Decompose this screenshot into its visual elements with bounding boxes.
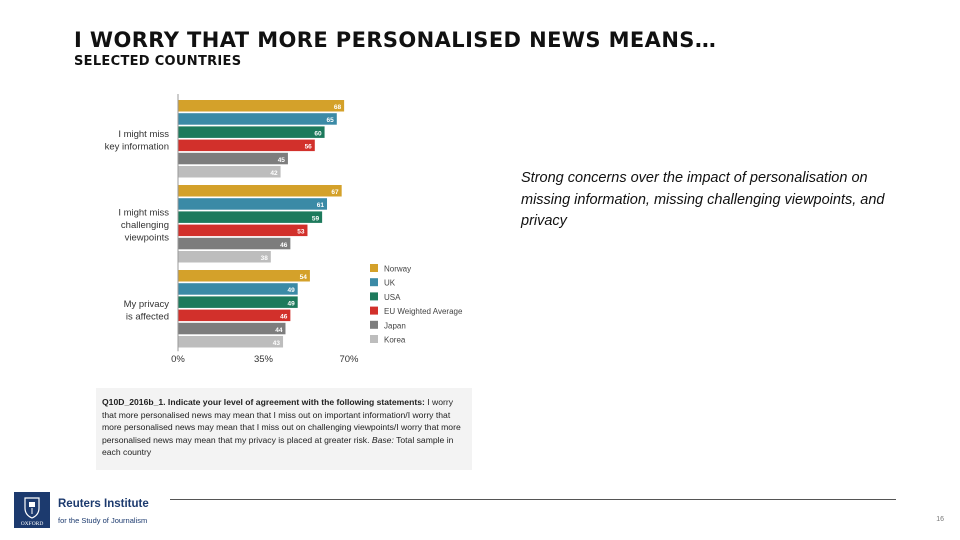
question-base-text: Total sample in each country (102, 434, 454, 458)
survey-question-box: Q10D_2016b_1. Indicate your level of agr… (96, 388, 472, 470)
legend-label: EU Weighted Average (384, 307, 463, 316)
data-label: 54 (300, 274, 308, 281)
x-tick-label: 35% (254, 354, 274, 365)
data-label: 53 (297, 229, 305, 236)
data-label: 45 (278, 157, 286, 164)
legend-swatch (370, 306, 378, 315)
bar-japan (178, 152, 288, 165)
bar-uk (178, 283, 298, 295)
oxford-crest-icon: OXFORD (14, 492, 50, 528)
data-label: 44 (275, 327, 283, 334)
bar-korea (178, 336, 284, 348)
reuters-institute-logo: OXFORD Reuters Institute for the Study o… (14, 492, 174, 530)
bar-eu-weighted-average (178, 139, 315, 152)
question-code: Q10D_2016b_1. Indicate your level of agr… (102, 397, 425, 407)
slide-title: I WORRY THAT MORE PERSONALISED NEWS MEAN… (74, 28, 717, 52)
legend-swatch (370, 320, 378, 329)
page-number: 16 (936, 516, 944, 523)
bar-japan (178, 322, 286, 335)
category-label: I might miss (118, 208, 169, 219)
bar-japan (178, 237, 291, 250)
data-label: 49 (287, 300, 295, 307)
bar-norway (178, 100, 345, 112)
bar-uk (178, 198, 328, 210)
legend-swatch (370, 278, 378, 287)
category-label: challenging (121, 220, 169, 231)
category-label: key information (105, 141, 169, 152)
bar-korea (178, 251, 271, 263)
category-label: I might miss (118, 129, 169, 140)
data-label: 56 (305, 144, 313, 151)
data-label: 46 (280, 314, 288, 321)
legend-label: Norway (384, 265, 411, 274)
footer-divider (170, 499, 896, 500)
crest-label: OXFORD (21, 521, 44, 527)
x-tick-label: 0% (171, 354, 185, 365)
category-label: is affected (126, 311, 169, 322)
data-label: 61 (317, 202, 325, 209)
question-base-label: Base: (371, 434, 394, 445)
bar-norway (178, 270, 310, 282)
data-label: 38 (261, 255, 269, 262)
data-label: 42 (270, 170, 278, 177)
legend-label: USA (384, 293, 401, 302)
x-tick-label: 70% (339, 354, 359, 365)
bar-usa (178, 211, 323, 223)
bar-korea (178, 166, 281, 178)
legend-label: Korea (384, 336, 406, 345)
data-label: 46 (280, 242, 288, 249)
bar-usa (178, 126, 325, 138)
data-label: 68 (334, 104, 342, 111)
bar-uk (178, 113, 337, 125)
legend-swatch (370, 264, 378, 272)
legend-label: Japan (384, 321, 406, 330)
bar-eu-weighted-average (178, 309, 291, 322)
data-label: 59 (312, 215, 320, 222)
bar-norway (178, 185, 342, 197)
legend-label: UK (384, 279, 396, 288)
data-label: 49 (287, 287, 295, 294)
bar-eu-weighted-average (178, 224, 308, 237)
category-label: viewpoints (125, 233, 170, 244)
callout-text: Strong concerns over the impact of perso… (521, 170, 885, 229)
logo-name: Reuters Institute (58, 498, 149, 510)
category-label: My privacy (124, 299, 170, 310)
data-label: 67 (331, 189, 339, 196)
data-label: 65 (327, 117, 335, 124)
legend-swatch (370, 292, 378, 301)
data-label: 43 (273, 340, 281, 347)
legend-swatch (370, 335, 378, 343)
data-label: 60 (314, 130, 322, 137)
slide-subtitle: SELECTED COUNTRIES (74, 54, 242, 69)
question-text: I worry that more personalised news may … (102, 397, 461, 445)
logo-subtitle: for the Study of Journalism (58, 516, 148, 525)
bar-usa (178, 296, 298, 308)
